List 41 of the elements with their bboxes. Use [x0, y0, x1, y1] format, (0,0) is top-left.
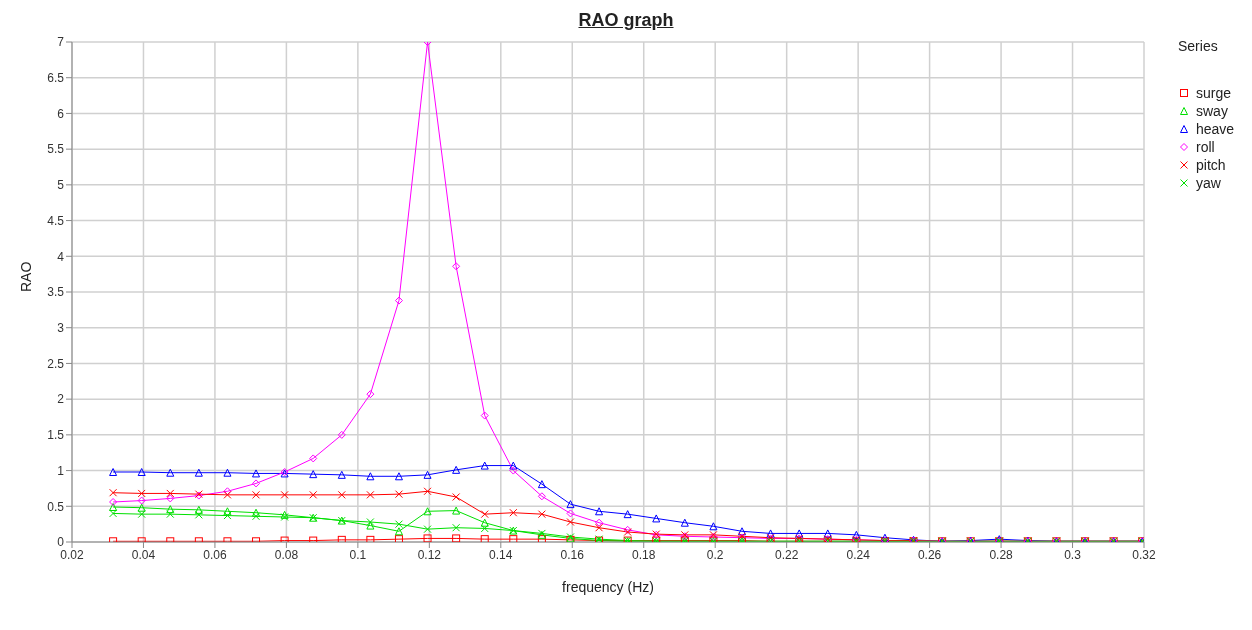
legend-label: surge [1196, 85, 1232, 101]
y-tick-label: 5 [57, 178, 65, 193]
y-tick-label: 6 [57, 106, 65, 121]
y-tick-label: 2.5 [47, 356, 65, 371]
legend-label: pitch [1196, 157, 1226, 173]
x-tick-label: 0.08 [274, 547, 299, 562]
x-tick-label: 0.12 [417, 547, 442, 562]
y-tick-label: 0.5 [47, 499, 65, 514]
y-tick-label: 3 [57, 320, 65, 335]
legend-title: Series [1178, 38, 1219, 54]
y-tick-label: 2 [57, 392, 65, 407]
legend-label: roll [1196, 139, 1215, 155]
y-tick-label: 4.5 [47, 213, 65, 228]
y-tick-label: 1.5 [47, 428, 65, 443]
y-tick-label: 6.5 [47, 70, 65, 85]
y-tick-label: 1 [57, 463, 65, 478]
x-tick-label: 0.04 [131, 547, 156, 562]
legend-label: yaw [1196, 175, 1221, 191]
x-tick-label: 0.06 [203, 547, 227, 562]
x-tick-label: 0.22 [774, 547, 799, 562]
x-tick-label: 0.24 [846, 547, 871, 562]
y-tick-label: 0 [57, 535, 65, 550]
legend-label: heave [1196, 121, 1235, 137]
legend-label: sway [1196, 103, 1228, 119]
chart-title: RAO graph [577, 10, 675, 31]
y-tick-label: 7 [57, 35, 65, 50]
y-tick-label: 3.5 [47, 285, 65, 300]
x-tick-label: 0.3 [1064, 547, 1082, 562]
x-axis-title: frequency (Hz) [562, 579, 654, 595]
x-tick-label: 0.32 [1132, 547, 1156, 562]
x-tick-label: 0.1 [349, 547, 367, 562]
x-tick-label: 0.28 [989, 547, 1014, 562]
x-tick-label: 0.02 [60, 547, 84, 562]
x-tick-label: 0.16 [560, 547, 585, 562]
y-tick-label: 5.5 [47, 142, 65, 157]
x-tick-label: 0.26 [917, 547, 942, 562]
y-tick-label: 4 [57, 249, 65, 264]
x-tick-label: 0.18 [632, 547, 656, 562]
x-tick-label: 0.2 [706, 547, 724, 562]
x-tick-label: 0.14 [489, 547, 513, 562]
y-axis-title: RAO [17, 261, 34, 292]
